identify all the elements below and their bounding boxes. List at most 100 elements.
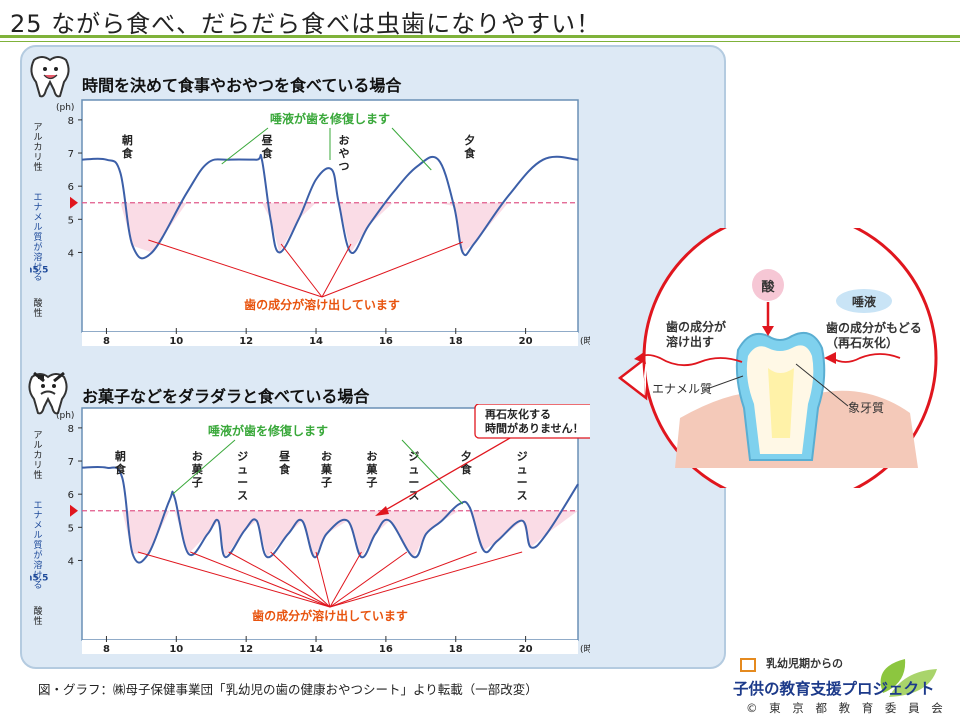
meal-label: 昼食	[278, 450, 291, 476]
project-logo	[740, 658, 937, 697]
dissolve-pointer	[270, 551, 331, 608]
dissolve-label: 歯の成分が溶け出す	[666, 319, 726, 349]
x-tick-label: 18	[449, 336, 463, 347]
x-axis-band	[82, 332, 578, 346]
dissolve-pointer	[321, 243, 352, 298]
meal-label: お菓子	[191, 450, 204, 489]
meal-label: 朝食	[122, 133, 134, 160]
meal-label: おやつ	[338, 134, 349, 173]
callout-text: 再石灰化する	[485, 407, 551, 421]
dissolve-area	[82, 202, 578, 253]
y-unit-label: (ph)	[56, 411, 74, 421]
chart2-plot: 8 7 6 5 4 8 10 12 14 16 18 20 (時間) (ph) アルカリ性エナメル質が溶ける…	[30, 404, 590, 655]
y-tick-label: 7	[68, 457, 74, 468]
x-tick-label: 8	[103, 644, 110, 655]
tooth-pulp	[768, 368, 794, 438]
saliva-pointer	[391, 127, 432, 171]
y-tick-label: 8	[68, 424, 74, 435]
saliva-annotation: 唾液が歯を修復します	[270, 111, 390, 126]
callout-text: 時間がありません！	[485, 421, 584, 435]
y-tick-label: 6	[68, 490, 74, 501]
y-unit-label: (ph)	[56, 103, 74, 113]
decayed-tooth-icon	[28, 371, 68, 415]
dissolve-pointer	[315, 551, 331, 608]
logo-title: 子供の教育支援プロジェクト	[733, 680, 935, 698]
dissolve-area	[82, 510, 578, 558]
acid-label: 酸性	[33, 606, 42, 627]
x-tick-label: 20	[519, 644, 533, 655]
x-tick-label: 20	[519, 336, 533, 347]
meal-label: 朝食	[115, 449, 127, 476]
y-tick-label: 6	[68, 182, 74, 193]
saliva-annotation: 唾液が歯を修復します	[208, 423, 328, 438]
acid-bubble	[752, 269, 784, 301]
dissolve-pointer	[137, 551, 331, 608]
dissolve-pointer	[329, 551, 408, 608]
dissolve-annotation: 歯の成分が溶け出しています	[244, 297, 400, 312]
meal-label: 夕食	[464, 133, 476, 160]
y-tick-label: 4	[68, 556, 74, 567]
dissolve-arrow	[639, 354, 743, 367]
dissolve-pointer	[190, 551, 331, 608]
remineralize-label: 歯の成分がもどる（再石灰化）	[826, 320, 922, 350]
callout-arrow	[381, 437, 511, 513]
x-tick-label: 12	[239, 644, 253, 655]
x-axis-band	[82, 640, 578, 654]
alkaline-label: アルカリ性	[33, 123, 42, 173]
dissolve-y-label: エナメル質が溶ける	[33, 501, 42, 591]
saliva-pointer	[401, 439, 464, 505]
meal-label: ジュース	[408, 450, 419, 502]
enamel-label: エナメル質	[652, 381, 712, 396]
saliva-pointer	[172, 439, 236, 495]
y-tick-label: 5	[68, 523, 74, 534]
ph-curve	[81, 465, 579, 564]
x-tick-label: 10	[169, 644, 183, 655]
logo-organization: © 東 京 都 教 育 委 員 会	[746, 701, 947, 715]
dissolve-y-label: エナメル質が溶ける	[33, 193, 42, 283]
x-tick-label: 8	[103, 336, 110, 347]
ph-curve	[81, 153, 579, 260]
header-rule-thin	[0, 41, 960, 42]
meal-label: ジュース	[517, 450, 528, 502]
saliva-pointer	[221, 127, 269, 165]
remineralize-arrow	[831, 353, 901, 363]
saliva-bubble	[836, 289, 892, 313]
x-tick-label: 14	[309, 644, 323, 655]
tooth-diagram: 酸 唾液 歯の成分が溶け出す 歯の成分がもどる（再石灰化） エナメル質 象牙質	[617, 228, 938, 488]
threshold-marker	[70, 504, 78, 517]
threshold-label: ph5.5	[30, 573, 48, 583]
threshold-marker	[70, 196, 78, 209]
dissolve-pointer	[321, 241, 463, 298]
chart1-plot: 8 7 6 5 4 8 10 12 14 16 18 20 (時間) (ph) アルカリ性エナメル質が溶ける…	[30, 99, 590, 347]
happy-tooth-icon	[30, 56, 70, 98]
acid-label: 酸性	[33, 298, 42, 319]
dissolve-pointer	[329, 551, 362, 608]
x-tick-label: 12	[239, 336, 253, 347]
callout-arrowhead	[375, 506, 389, 516]
x-tick-label: 10	[169, 336, 183, 347]
x-tick-label: 14	[309, 336, 323, 347]
dentin-label: 象牙質	[848, 400, 884, 415]
x-axis-label: (時間)	[580, 336, 590, 347]
x-axis-label: (時間)	[580, 644, 590, 655]
x-tick-label: 16	[379, 644, 393, 655]
y-tick-label: 8	[68, 116, 74, 127]
dissolve-pointer	[280, 243, 323, 298]
meal-label: ジュース	[237, 450, 248, 502]
meal-label: お菓子	[320, 450, 333, 489]
dissolve-pointer	[329, 551, 523, 608]
dissolve-pointer	[228, 551, 331, 608]
y-tick-label: 5	[68, 215, 74, 226]
saliva-label: 唾液	[852, 294, 876, 309]
threshold-label: ph5.5	[30, 265, 48, 275]
chart2-title: お菓子などをダラダラと食べている場合	[82, 387, 370, 406]
logo-subtitle: 乳幼児期からの	[766, 657, 843, 670]
callout-box	[474, 404, 590, 439]
x-tick-label: 18	[449, 644, 463, 655]
source-credit: 図・グラフ：㈱母子保健事業団「乳幼児の歯の健康おやつシート」より転載（一部改変）	[38, 682, 538, 697]
y-tick-label: 4	[68, 248, 74, 259]
alkaline-label: アルカリ性	[33, 431, 42, 481]
x-tick-label: 16	[379, 336, 393, 347]
meal-label: お菓子	[365, 450, 378, 489]
